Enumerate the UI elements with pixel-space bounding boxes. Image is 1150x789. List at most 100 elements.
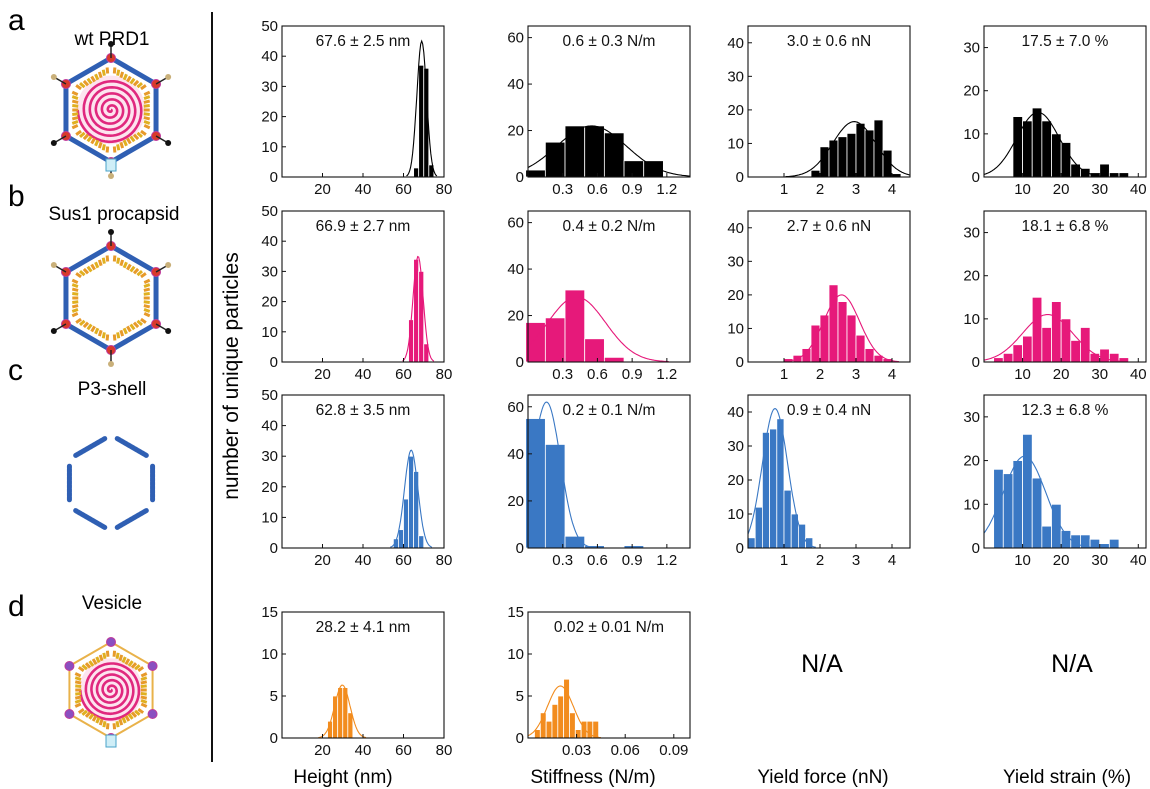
y-tick-label: 40	[261, 233, 278, 250]
histogram-bar	[623, 160, 645, 178]
x-label-height: Height (nm)	[293, 767, 392, 788]
histogram-bar	[776, 418, 785, 549]
wt-prd1-schematic	[50, 41, 172, 179]
histogram-bar	[584, 338, 605, 363]
membrane-stripe	[94, 327, 100, 335]
x-tick-label: 10	[1014, 552, 1031, 569]
histogram-bar	[1060, 142, 1072, 178]
membrane-stripe	[71, 99, 79, 104]
membrane-stripe	[71, 304, 79, 309]
plot-frame	[747, 210, 911, 363]
y-tick-label: 30	[963, 409, 980, 426]
membrane-stripe	[75, 129, 82, 136]
vertex-protein	[106, 637, 116, 647]
membrane-stripe	[119, 71, 125, 79]
histogram-bar	[846, 314, 857, 363]
membrane-stripe	[126, 263, 132, 271]
membrane-stripe	[116, 144, 121, 151]
membrane-stripe	[82, 79, 90, 87]
histogram-bar	[564, 125, 586, 178]
x-tick-label: 0.09	[659, 742, 688, 759]
membrane-stripe	[134, 709, 141, 716]
membrane-stripe	[143, 278, 151, 284]
membrane-stripe	[112, 723, 117, 730]
y-tick-label: 40	[507, 446, 524, 463]
membrane-stripe	[140, 691, 147, 696]
vesicle-schematic	[64, 637, 158, 748]
membrane-stripe	[112, 67, 117, 74]
gaussian-fit-line	[983, 455, 1093, 548]
membrane-stripe	[134, 664, 141, 671]
histogram-bar	[1012, 116, 1023, 178]
stats-annotation: 0.6 ± 0.3 N/m	[563, 33, 656, 50]
membrane-stripe	[77, 708, 85, 714]
histogram-bar	[1060, 530, 1072, 549]
y-tick-label: 20	[727, 102, 744, 119]
membrane-stripe	[90, 325, 96, 333]
membrane-stripe	[71, 90, 79, 96]
x-tick-label: 30	[1091, 366, 1108, 383]
x-tick-label: 60	[395, 181, 412, 198]
y-tick-label: 20	[261, 109, 278, 126]
membrane-stripe	[143, 90, 151, 96]
membrane-stripe	[105, 146, 110, 153]
membrane-stripe	[75, 272, 82, 279]
membrane-stripe	[72, 292, 79, 296]
membrane-stripe	[143, 99, 151, 104]
histogram-bar	[837, 301, 848, 363]
histogram-1-0: 0 10 20 30 40 50 20 40 60 80 66.9 ± 2.7 nm	[261, 203, 452, 383]
x-tick-label: 1.2	[656, 366, 677, 383]
histogram-bar	[1108, 538, 1120, 549]
x-tick-label: 60	[395, 742, 412, 759]
histogram-bar	[1070, 340, 1081, 363]
y-tick-label: 20	[507, 493, 524, 510]
gaussian-fit-line	[784, 294, 899, 363]
histogram-bar	[1022, 433, 1033, 549]
histogram-bar	[398, 529, 404, 549]
x-label-yield-force: Yield force (nN)	[757, 767, 888, 788]
y-tick-label: 0	[516, 169, 524, 186]
histogram-bar	[525, 322, 546, 363]
x-tick-label: 0.6	[587, 366, 608, 383]
y-tick-label: 60	[507, 30, 524, 47]
y-tick-label: 20	[727, 472, 744, 489]
histogram-bar	[828, 139, 839, 178]
y-tick-label: 0	[736, 354, 744, 371]
membrane-stripe	[118, 718, 124, 726]
y-tick-label: 10	[727, 506, 744, 523]
plot-frame	[527, 611, 691, 739]
y-tick-label: 20	[963, 453, 980, 470]
y-tick-label: 10	[727, 320, 744, 337]
membrane-stripe	[112, 146, 117, 153]
x-tick-label: 1.2	[656, 181, 677, 198]
y-tick-label: 20	[727, 287, 744, 304]
membrane-stripe	[75, 684, 82, 689]
x-tick-label: 0.3	[552, 366, 573, 383]
row-name-vesicle: Vesicle	[82, 593, 142, 614]
membrane-stripe	[140, 684, 147, 689]
membrane-stripe	[97, 329, 103, 337]
membrane-stripe	[132, 267, 140, 275]
plot-frame	[747, 394, 911, 549]
membrane-stripe	[101, 332, 106, 339]
y-tick-label: 10	[963, 311, 980, 328]
x-tick-label: 30	[1091, 552, 1108, 569]
histogram-bar	[337, 687, 344, 739]
y-tick-label: 40	[507, 261, 524, 278]
membrane-stripe	[71, 124, 79, 130]
x-tick-label: 80	[436, 742, 453, 759]
membrane-stripe	[95, 716, 101, 724]
membrane-stripe	[112, 334, 117, 341]
y-tick-label: 20	[507, 123, 524, 140]
vertex-protein	[147, 709, 158, 719]
membrane-stripe	[86, 265, 93, 273]
histogram-bar	[1031, 107, 1043, 178]
membrane-stripe	[132, 321, 140, 329]
x-tick-label: 40	[355, 366, 372, 383]
membrane-stripe	[98, 718, 104, 726]
histogram-bar	[864, 129, 875, 178]
x-tick-label: 0.9	[622, 552, 643, 569]
membrane-stripe	[119, 329, 125, 337]
histogram-bar	[347, 712, 354, 739]
